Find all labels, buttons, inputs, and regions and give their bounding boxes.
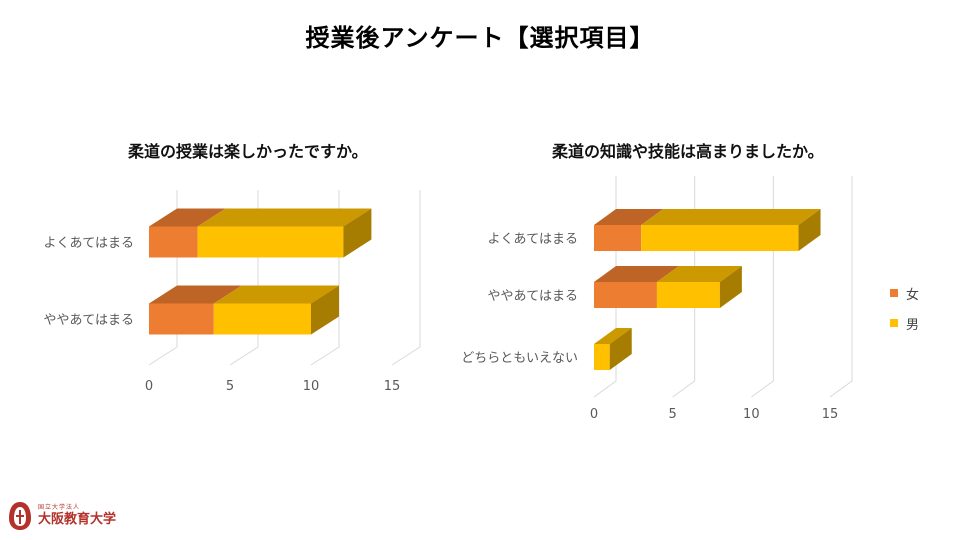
category-label: どちらともいえない: [461, 351, 578, 366]
logo-name: 大阪教育大学: [38, 512, 117, 527]
bar-top: [149, 285, 242, 304]
legend-item-male: 男: [890, 308, 919, 338]
chart-legend: 女 男: [890, 278, 919, 338]
bar: [149, 303, 214, 335]
legend-item-female: 女: [890, 278, 919, 308]
bar-side: [609, 328, 632, 370]
gridline: [829, 176, 853, 398]
category-label: ややあてはまる: [488, 289, 578, 304]
university-logo: 国立大学法人 大阪教育大学: [6, 500, 116, 532]
x-tick-label: 15: [384, 379, 401, 394]
bar-top: [641, 209, 821, 225]
x-tick-label: 5: [669, 407, 677, 422]
legend-label-female: 女: [906, 287, 920, 303]
x-tick-label: 0: [590, 407, 598, 422]
bar-side: [311, 285, 339, 335]
bar: [149, 226, 198, 258]
category-label: ややあてはまる: [44, 313, 134, 328]
logo-subtitle: 国立大学法人: [38, 504, 81, 511]
bar: [594, 344, 610, 370]
x-tick-label: 10: [303, 379, 320, 394]
bar-side: [343, 208, 372, 258]
bar: [656, 282, 720, 308]
x-tick-label: 0: [145, 379, 153, 394]
category-label: よくあてはまる: [488, 232, 578, 247]
bar-side: [719, 266, 742, 308]
chart-title-left: 柔道の授業は楽しかったですか。: [128, 142, 368, 161]
x-tick-label: 5: [226, 379, 234, 394]
bar: [594, 225, 642, 251]
chart-title-right: 柔道の知識や技能は高まりましたか。: [552, 142, 824, 161]
bar: [594, 282, 657, 308]
x-tick-label: 10: [743, 407, 760, 422]
bar-top: [594, 328, 632, 344]
legend-swatch-male: [890, 319, 898, 327]
gridline: [391, 190, 421, 366]
bar-top: [197, 208, 372, 227]
university-emblem-icon: [9, 502, 31, 530]
bar: [213, 303, 311, 335]
legend-swatch-female: [890, 289, 898, 297]
x-tick-label: 15: [822, 407, 839, 422]
slide-title: 授業後アンケート【選択項目】: [305, 24, 655, 52]
bar: [197, 226, 344, 258]
legend-label-male: 男: [906, 317, 920, 333]
bar: [641, 225, 799, 251]
bar-top: [149, 208, 226, 227]
bar-top: [594, 209, 664, 225]
bar-top: [594, 266, 679, 282]
bar-side: [798, 209, 821, 251]
category-label: よくあてはまる: [44, 236, 134, 251]
bar-top: [213, 285, 339, 304]
bar-top: [656, 266, 742, 282]
